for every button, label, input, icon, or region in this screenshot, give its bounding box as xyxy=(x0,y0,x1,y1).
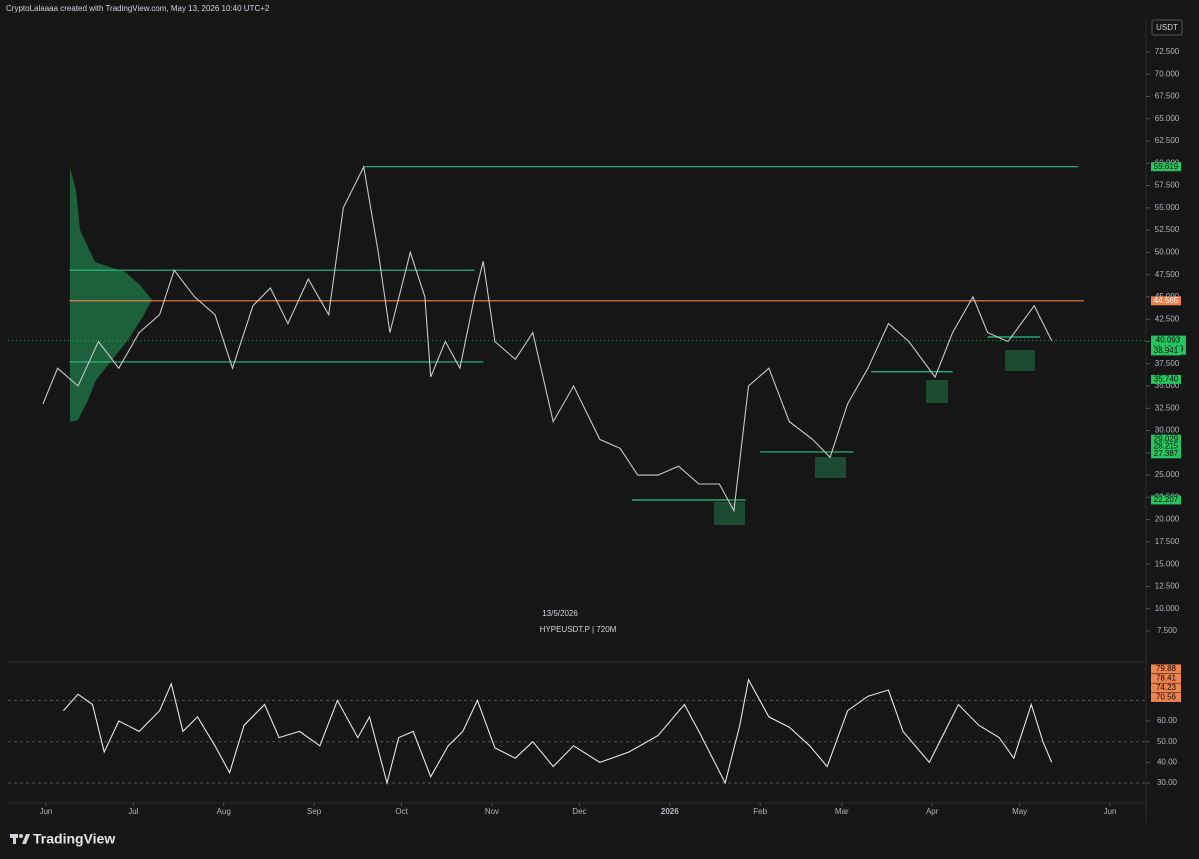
y-tick-label: 20.000 xyxy=(1155,515,1180,524)
brand: TradingView xyxy=(33,831,115,847)
y-tick-label: 47.500 xyxy=(1155,270,1180,279)
y-tick-label: 65.000 xyxy=(1155,114,1180,123)
x-tick-label: Oct xyxy=(395,807,408,816)
y-tick-label: 30.000 xyxy=(1155,426,1180,435)
x-tick-label: May xyxy=(1012,807,1027,816)
series-line xyxy=(42,165,1053,513)
chart-title: HYPEUSDT.P | 720M xyxy=(540,625,617,634)
y-tick-label: 67.500 xyxy=(1155,92,1180,101)
x-tick-label: Dec xyxy=(572,807,586,816)
brand-logo xyxy=(10,834,30,844)
y-tick-label: 57.500 xyxy=(1155,181,1180,190)
y-tick-label: 50.000 xyxy=(1155,247,1180,256)
y-tick-label: 52.500 xyxy=(1155,225,1180,234)
price-label: 44.565 xyxy=(1154,296,1179,305)
price-label: 38.941 xyxy=(1154,346,1179,355)
price-label: 74.23 xyxy=(1156,683,1177,692)
y-tick-label: 15.000 xyxy=(1155,559,1180,568)
x-tick-label: Nov xyxy=(485,807,499,816)
y-tick-label: 70.000 xyxy=(1155,69,1180,78)
unit-label: USDT xyxy=(1156,23,1178,32)
y-tick-label: 32.500 xyxy=(1155,403,1180,412)
y-tick-label: 37.500 xyxy=(1155,359,1180,368)
price-label: 59.619 xyxy=(1154,162,1179,171)
price-label-box xyxy=(1151,683,1181,693)
y-tick-label: 50.00 xyxy=(1157,737,1178,746)
price-label-box xyxy=(1151,162,1181,172)
last-price-label: 40.093 xyxy=(1156,336,1181,345)
x-tick-label: Feb xyxy=(753,807,767,816)
x-tick-label: 2026 xyxy=(661,807,679,816)
x-tick-label: Mar xyxy=(835,807,849,816)
zone xyxy=(926,380,948,403)
zones xyxy=(714,350,1035,525)
x-tick-label: Jun xyxy=(1104,807,1117,816)
x-tick-label: Aug xyxy=(217,807,231,816)
price-label-box xyxy=(1151,692,1181,702)
price-label: 29.029 xyxy=(1154,434,1179,443)
y-tick-label: 72.500 xyxy=(1155,47,1180,56)
y-tick-label: 30.00 xyxy=(1157,778,1178,787)
y-tick-label: 35.000 xyxy=(1155,381,1180,390)
x-tick-label: Apr xyxy=(926,807,939,816)
price-label-box xyxy=(1151,441,1181,451)
x-tick-label: Jun xyxy=(39,807,52,816)
price-label: 35.740 xyxy=(1154,375,1179,384)
price-label-box xyxy=(1151,664,1181,674)
y-tick-label: 7.500 xyxy=(1157,626,1178,635)
logo-part xyxy=(13,834,16,844)
price-label-box xyxy=(1151,673,1181,683)
price-label-box xyxy=(1151,434,1181,444)
unit-box xyxy=(1151,19,1183,36)
price-label-box xyxy=(1151,296,1181,306)
y-tick-label: 17.500 xyxy=(1155,537,1180,546)
header: CryptoLalaaaa created with TradingView.c… xyxy=(6,4,270,13)
logo-part xyxy=(19,834,23,838)
price-label: 27.387 xyxy=(1154,449,1179,458)
y-tick-label: 12.500 xyxy=(1155,582,1180,591)
y-tick-label: 42.500 xyxy=(1155,314,1180,323)
price-label: 70.56 xyxy=(1156,693,1177,702)
chart-subtitle: 13/5/2026 xyxy=(542,609,578,618)
y-tick-label: 10.000 xyxy=(1155,604,1180,613)
price-label-box xyxy=(1151,495,1181,505)
series-line xyxy=(62,678,1053,786)
y-tick-label: 40.00 xyxy=(1157,757,1178,766)
y-tick-label: 55.000 xyxy=(1155,203,1180,212)
y-tick-label: 25.000 xyxy=(1155,470,1180,479)
x-tick-label: Jul xyxy=(128,807,138,816)
price-label: 78.41 xyxy=(1156,674,1177,683)
zone xyxy=(1005,350,1035,371)
price-label-box xyxy=(1151,346,1181,356)
x-tick-label: Sep xyxy=(307,807,322,816)
y-tick-label: 60.00 xyxy=(1157,716,1178,725)
zone xyxy=(815,457,846,478)
zone xyxy=(714,502,745,525)
price-label-box xyxy=(1151,449,1181,459)
logo-part xyxy=(22,834,30,844)
price-label-box xyxy=(1151,374,1181,384)
y-tick-label: 62.500 xyxy=(1155,136,1180,145)
price-label: 79.88 xyxy=(1156,664,1177,673)
price-label: 28.215 xyxy=(1154,442,1179,451)
price-label: 22.207 xyxy=(1154,495,1179,504)
